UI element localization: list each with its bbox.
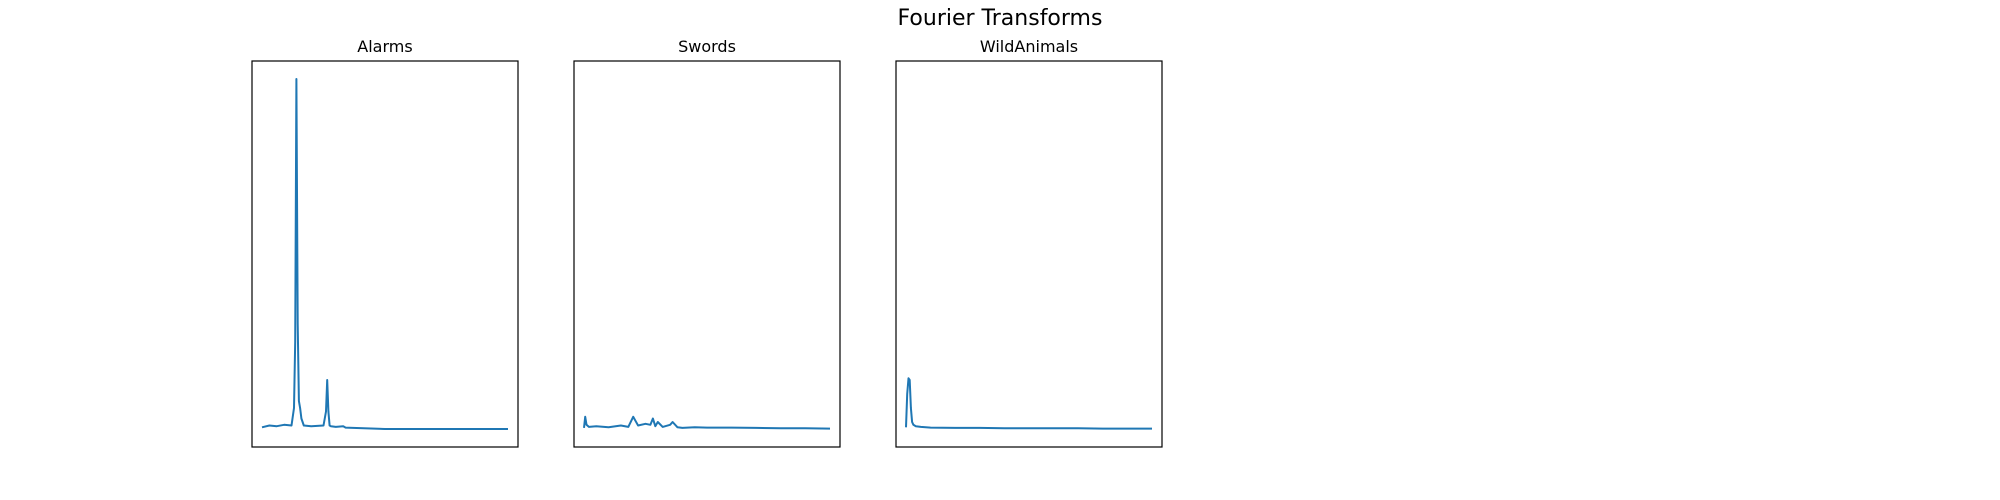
axes-frame (251, 60, 519, 448)
series-line (905, 377, 1152, 430)
series-line (583, 415, 831, 430)
subplot-title: Alarms (357, 37, 412, 56)
subplot-2: Swords (573, 37, 841, 448)
subplot-title: Swords (678, 37, 736, 56)
subplot-1: Alarms (251, 37, 519, 448)
subplot-title: WildAnimals (980, 37, 1078, 56)
subplot-3: WildAnimals (895, 37, 1163, 448)
axes-frame (573, 60, 841, 448)
axes-frame (895, 60, 1163, 448)
figure-title: Fourier Transforms (897, 6, 1103, 31)
series-line (261, 78, 508, 430)
